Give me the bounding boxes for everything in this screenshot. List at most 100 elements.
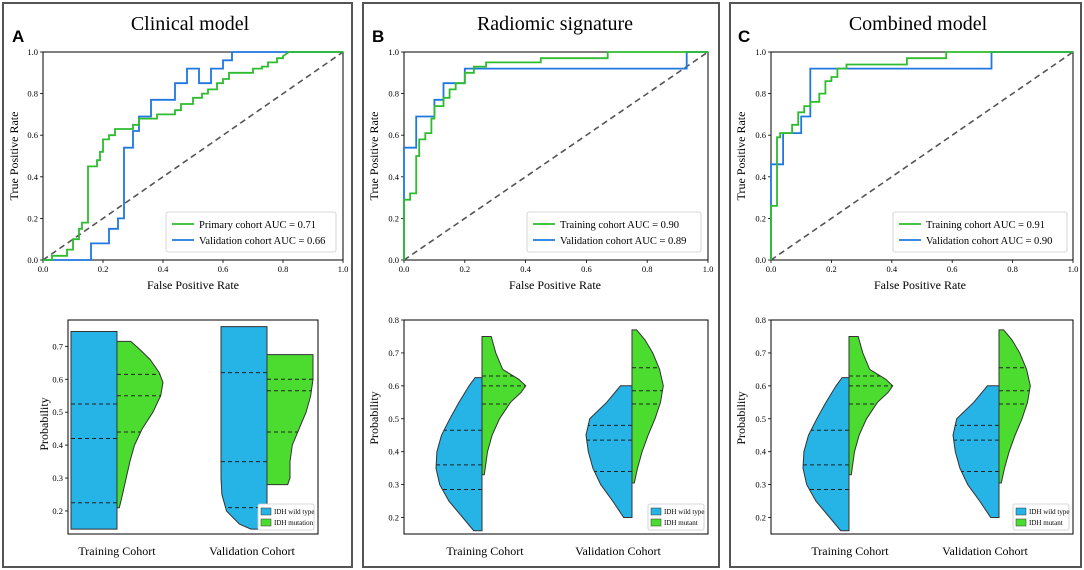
panel-c-violin-wildtype-half: [952, 385, 1000, 518]
panel-c-roc-xtick-label: 1.0: [1068, 264, 1079, 274]
panel-a-violin-ytick-label: 0.3: [52, 473, 63, 483]
panel-c-violin-wildtype-half: [802, 377, 850, 532]
panel-a-violin-mutant-half: [116, 340, 164, 509]
panel-a-violin-legend-label: IDH wild type: [274, 508, 314, 516]
panel-b-violin-wildtype-half: [585, 385, 633, 518]
panel-a-violin-legend-swatch: [260, 507, 272, 516]
panel-c-letter: C: [738, 27, 750, 46]
panel-b-violin-ylabel: Probability: [367, 391, 381, 444]
panel-c-violin-legend-swatch: [1015, 518, 1027, 527]
panel-c-violin-legend-box: [1012, 503, 1070, 531]
panel-b-roc-primary-curve: [403, 51, 708, 260]
panel-c-roc-validation-curve: [770, 51, 1073, 260]
panel-b-roc-diagonal: [403, 51, 709, 261]
panel-a-roc-primary-curve: [43, 51, 343, 261]
panel-b-violin-ytick-label: 0.8: [388, 315, 399, 325]
panel-c-roc-ytick-label: 0.4: [755, 172, 766, 182]
panel-b-violin-ytick-label: 0.5: [388, 414, 399, 424]
panel-b-roc-legend-label: Training cohort AUC = 0.90: [560, 220, 679, 231]
panel-b-xlabel-training: Training Cohort: [446, 544, 524, 558]
panel-b-violin-mutant-half: [481, 336, 527, 476]
panel-c-violin-ylabel: Probability: [734, 391, 748, 444]
panel-c-roc-ytick-label: 0.2: [755, 213, 766, 223]
panel-a-roc-xtick-label: 0.2: [98, 264, 109, 274]
panel-b-roc-ytick-label: 0.0: [388, 255, 399, 265]
panel-c-roc-xtick-label: 0.8: [1007, 264, 1018, 274]
panel-a-roc-ytick-label: 0.6: [27, 130, 38, 140]
panel-a-roc-axes: [42, 51, 344, 261]
panel-c-roc-legend-label: Validation cohort AUC = 0.90: [926, 236, 1052, 247]
panel-c-violin-mutant-half: [998, 329, 1031, 484]
panel-c-roc-diagonal: [770, 51, 1074, 261]
panel-c-roc-legend-label: Training cohort AUC = 0.91: [926, 220, 1045, 231]
panel-b-roc-xtick-label: 0.8: [642, 264, 653, 274]
panel-a-roc-legend-label: Validation cohort AUC = 0.66: [199, 236, 325, 247]
panel-c-roc-xtick-label: 0.2: [826, 264, 837, 274]
panel-a-xlabel-training: Training Cohort: [78, 544, 156, 558]
panel-a-roc-xtick-label: 0.6: [218, 264, 229, 274]
panel-a-violin-ytick-label: 0.6: [52, 374, 63, 384]
panel-a-roc-xtick-label: 0.0: [38, 264, 49, 274]
panel-c-title: Combined model: [849, 13, 988, 35]
panel-c-violin-legend-label: IDH mutant: [1029, 519, 1063, 527]
panel-b-roc-ytick-label: 0.8: [388, 89, 399, 99]
panel-a-roc-diagonal: [42, 51, 344, 261]
panel-b-violin-legend-box: [647, 503, 705, 531]
panel-b-roc-ylabel: True Positive Rate: [367, 112, 381, 201]
panel-a-roc-xlabel: False Positive Rate: [147, 278, 239, 292]
panel-a-violin-ytick-label: 0.7: [52, 341, 63, 351]
panel-c-violin-ytick-label: 0.8: [755, 315, 766, 325]
panel-b-roc-xtick-label: 0.2: [459, 264, 470, 274]
panel-b-violin-wildtype-half: [435, 377, 483, 532]
panel-c-roc-ytick-label: 1.0: [755, 47, 766, 57]
panel-b-frame: [362, 2, 720, 568]
panel-c-violin-ytick-label: 0.4: [755, 447, 766, 457]
panel-a-roc-ytick-label: 0.8: [27, 89, 38, 99]
panel-b-violin-ytick-label: 0.2: [388, 513, 399, 523]
panel-a-violin-wildtype-half: [220, 326, 268, 530]
panel-a-violin-mutant-half: [266, 354, 314, 486]
panel-c-frame: [729, 2, 1082, 568]
panel-b-roc-legend-box: [526, 211, 702, 253]
panel-c-violin-legend-label: IDH wild type: [1029, 508, 1069, 516]
panel-c-roc-ytick-label: 0.6: [755, 130, 766, 140]
panel-b-violin-ytick-label: 0.3: [388, 480, 399, 490]
panel-a-title: Clinical model: [131, 13, 250, 35]
panel-b-roc-xtick-label: 0.0: [399, 264, 410, 274]
panel-b-xlabel-validation: Validation Cohort: [575, 544, 661, 558]
panel-b-title: Radiomic signature: [477, 13, 633, 35]
panel-b-roc-xlabel: False Positive Rate: [509, 278, 601, 292]
panel-a-roc-validation-curve: [43, 51, 343, 261]
panel-a-frame: [2, 2, 353, 568]
panel-c-violin-ytick-label: 0.6: [755, 381, 766, 391]
panel-b-violin-ytick-label: 0.6: [388, 381, 399, 391]
panel-a-roc-xtick-label: 0.4: [158, 264, 169, 274]
panel-a-violin-ytick-label: 0.5: [52, 407, 63, 417]
panel-b-roc-ytick-label: 0.6: [388, 130, 399, 140]
panel-a-roc-legend-box: [165, 211, 337, 253]
panel-c-roc-primary-curve: [770, 51, 1073, 260]
panel-b-violin-mutant-half: [631, 329, 664, 484]
panel-a-roc-xtick-label: 1.0: [338, 264, 349, 274]
panel-b-roc-xtick-label: 0.6: [581, 264, 592, 274]
panel-a-roc-ytick-label: 1.0: [27, 47, 38, 57]
panel-b-letter: B: [372, 27, 384, 46]
panel-a-violin-legend-box: [257, 503, 315, 531]
panel-a-violin-legend-label: IDH mutation: [274, 519, 314, 527]
panel-a-roc-ytick-label: 0.2: [27, 213, 38, 223]
panel-b-violin-legend-label: IDH mutant: [664, 519, 698, 527]
panel-a-roc-xtick-label: 0.8: [278, 264, 289, 274]
panel-c-violin-axes: [770, 319, 1074, 535]
panel-c-roc-ytick-label: 0.8: [755, 89, 766, 99]
panel-c-roc-xtick-label: 0.6: [947, 264, 958, 274]
panel-b-roc-ytick-label: 1.0: [388, 47, 399, 57]
panel-b-violin-legend-swatch: [650, 507, 662, 516]
panel-c-violin-ytick-label: 0.2: [755, 513, 766, 523]
panel-c-roc-xtick-label: 0.4: [886, 264, 897, 274]
panel-c-xlabel-training: Training Cohort: [811, 544, 889, 558]
plots: 0.00.00.20.20.40.40.60.60.80.81.01.0Prim…: [27, 47, 1079, 535]
panel-c-xlabel-validation: Validation Cohort: [942, 544, 1028, 558]
panel-c-roc-legend-box: [892, 211, 1068, 253]
panel-c-roc-ytick-label: 0.0: [755, 255, 766, 265]
panel-b-roc-legend-label: Validation cohort AUC = 0.89: [560, 236, 686, 247]
